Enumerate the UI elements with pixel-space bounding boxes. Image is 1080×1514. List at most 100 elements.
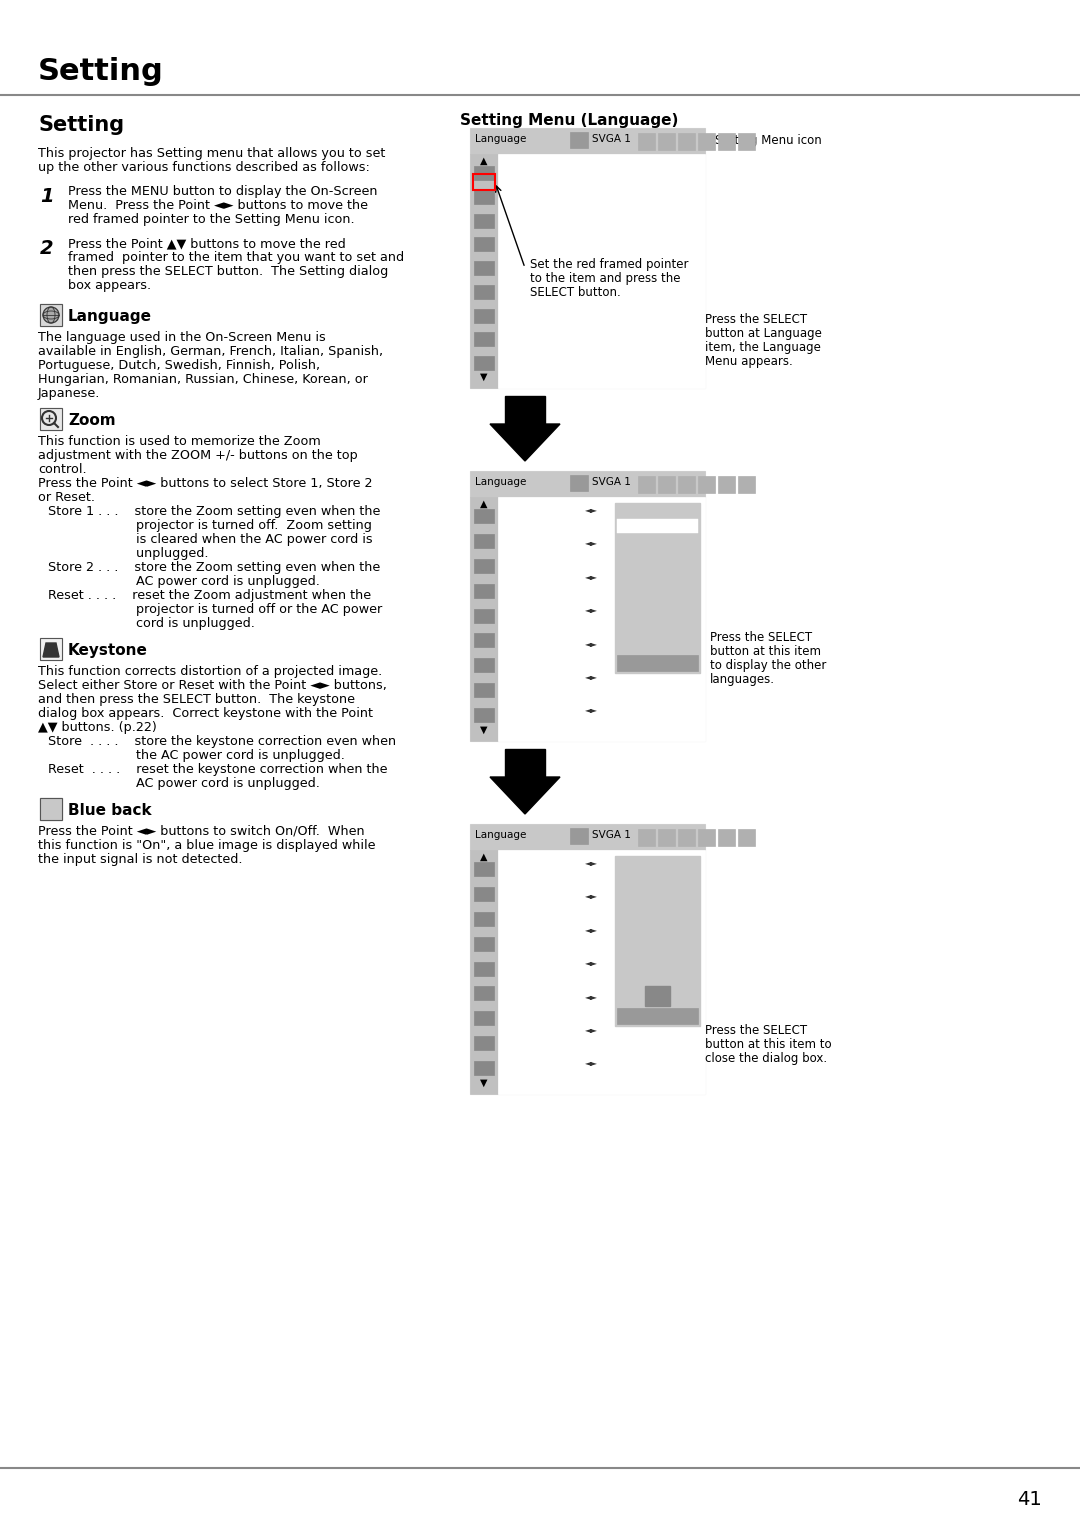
Text: Blue back: Blue back <box>68 802 151 818</box>
Text: Setting: Setting <box>38 115 124 135</box>
Bar <box>658 475 675 494</box>
Bar <box>678 475 696 494</box>
Text: SVGA 1: SVGA 1 <box>592 477 631 488</box>
Text: Zoom: Zoom <box>68 413 116 428</box>
Bar <box>470 497 498 740</box>
Bar <box>470 824 705 1095</box>
Text: ▲: ▲ <box>653 506 661 515</box>
Bar <box>738 830 755 846</box>
Bar <box>658 133 675 150</box>
Bar <box>617 1008 698 1023</box>
Text: Menu appears.: Menu appears. <box>705 354 793 368</box>
Text: This projector has Setting menu that allows you to set: This projector has Setting menu that all… <box>38 147 386 160</box>
Text: 中文: 中文 <box>620 958 632 967</box>
Text: Language: Language <box>475 830 526 840</box>
Text: and then press the SELECT button.  The keystone: and then press the SELECT button. The ke… <box>38 693 355 706</box>
Bar <box>474 509 494 522</box>
Bar <box>474 987 494 1001</box>
Bar <box>505 749 545 777</box>
Text: Français: Français <box>620 554 660 565</box>
Bar <box>474 683 494 698</box>
Text: Svenska: Svenska <box>620 639 661 650</box>
Bar <box>40 637 62 660</box>
Text: On: On <box>507 639 522 648</box>
Bar <box>473 174 495 189</box>
Bar <box>474 1011 494 1025</box>
Bar <box>615 855 700 1026</box>
Bar <box>738 475 755 494</box>
Bar <box>678 133 696 150</box>
Text: Reset  . . . .    reset the keystone correction when the: Reset . . . . reset the keystone correct… <box>48 763 388 777</box>
Text: Store 1: Store 1 <box>507 539 544 548</box>
Bar <box>503 704 583 722</box>
Text: adjustment with the ZOOM +/- buttons on the top: adjustment with the ZOOM +/- buttons on … <box>38 450 357 462</box>
Text: item, the Language: item, the Language <box>705 341 821 354</box>
Bar <box>498 154 705 388</box>
Text: Português: Português <box>620 606 670 616</box>
Text: On: On <box>507 606 522 615</box>
Text: ←: ← <box>688 519 697 530</box>
Text: Set the red framed pointer: Set the red framed pointer <box>530 257 689 271</box>
Text: Language: Language <box>68 309 152 324</box>
Text: Русский: Русский <box>620 942 661 951</box>
Text: Menu.  Press the Point ◄► buttons to move the: Menu. Press the Point ◄► buttons to move… <box>68 198 368 212</box>
Bar <box>570 132 588 148</box>
Text: Off: Off <box>507 706 523 716</box>
Bar <box>718 830 735 846</box>
Bar <box>40 407 62 430</box>
Text: ▼: ▼ <box>653 656 661 665</box>
Text: Store: Store <box>507 572 535 581</box>
Text: dialog box appears.  Correct keystone with the Point: dialog box appears. Correct keystone wit… <box>38 707 373 721</box>
Bar <box>474 213 494 227</box>
Text: Romana: Romana <box>620 924 660 934</box>
Bar <box>570 475 588 491</box>
Circle shape <box>43 307 59 322</box>
Bar <box>738 133 755 150</box>
Text: ▲: ▲ <box>653 858 661 868</box>
Text: red framed pointer to the Setting Menu icon.: red framed pointer to the Setting Menu i… <box>68 213 354 226</box>
Bar <box>474 709 494 722</box>
Text: Deutsch: Deutsch <box>620 537 661 547</box>
Bar <box>474 167 494 180</box>
Text: ◄►: ◄► <box>585 672 598 681</box>
Text: ▼: ▼ <box>481 1078 488 1089</box>
Text: ▲: ▲ <box>481 500 488 509</box>
Text: Japanese.: Japanese. <box>38 388 100 400</box>
Bar <box>698 830 715 846</box>
Bar <box>503 603 583 621</box>
Text: Select either Store or Reset with the Point ◄► buttons,: Select either Store or Reset with the Po… <box>38 678 387 692</box>
Text: ◄►: ◄► <box>585 606 598 615</box>
Text: Press the SELECT: Press the SELECT <box>710 631 812 643</box>
Text: ▲▼ buttons. (p.22): ▲▼ buttons. (p.22) <box>38 721 157 734</box>
Text: ◄►: ◄► <box>585 1058 598 1067</box>
Text: ◄►: ◄► <box>585 892 598 901</box>
Bar <box>40 798 62 821</box>
Bar <box>503 503 583 521</box>
Bar <box>470 471 705 497</box>
Text: ▲: ▲ <box>481 156 488 167</box>
Bar <box>503 536 583 554</box>
Text: English: English <box>507 506 545 515</box>
Bar <box>40 304 62 326</box>
Text: Language: Language <box>475 135 526 144</box>
Bar <box>474 189 494 204</box>
Text: framed  pointer to the item that you want to set and: framed pointer to the item that you want… <box>68 251 404 263</box>
Bar <box>503 990 583 1008</box>
Bar <box>474 285 494 298</box>
Bar <box>615 503 700 674</box>
Text: Polski: Polski <box>620 890 648 899</box>
Bar <box>698 475 715 494</box>
Bar <box>617 519 698 533</box>
Bar <box>40 798 62 821</box>
Bar <box>474 309 494 322</box>
Bar <box>645 986 670 1005</box>
Text: close the dialog box.: close the dialog box. <box>705 1052 827 1064</box>
Bar <box>718 133 735 150</box>
Bar <box>474 1061 494 1075</box>
Bar <box>470 849 498 1095</box>
Text: Off: Off <box>507 1058 523 1069</box>
Text: Italiano: Italiano <box>620 571 657 581</box>
Bar <box>474 559 494 572</box>
Text: languages.: languages. <box>710 674 775 686</box>
Bar <box>474 260 494 276</box>
